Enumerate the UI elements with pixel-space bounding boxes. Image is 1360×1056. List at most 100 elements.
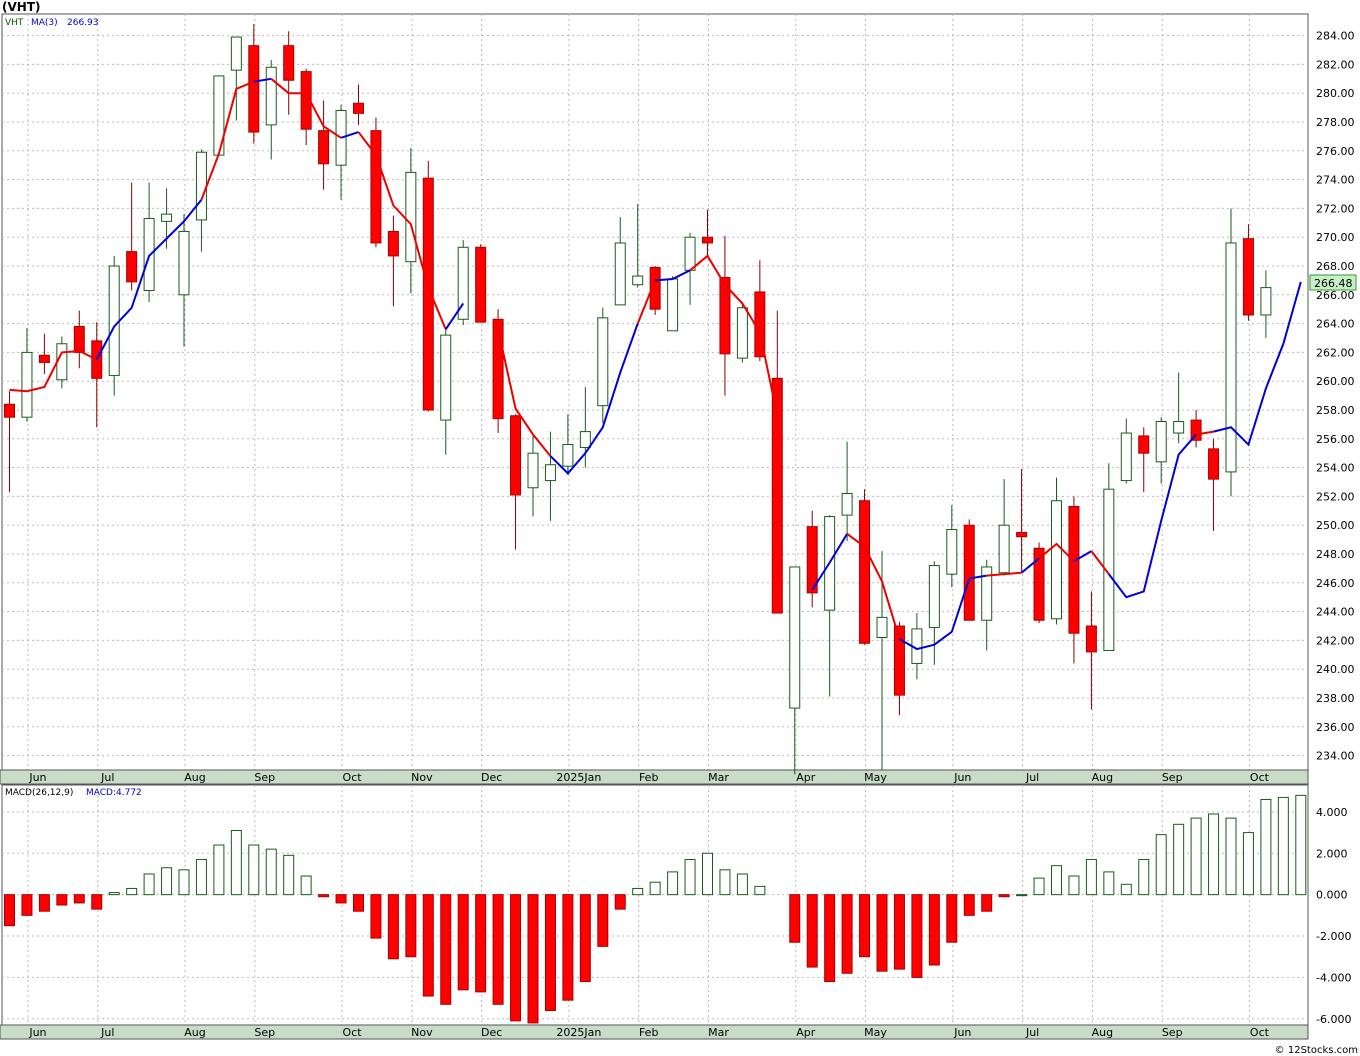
- macd-bar: [126, 887, 138, 896]
- macd-x-tick-label: Aug: [1092, 1026, 1113, 1039]
- macd-legend-label: MACD(26,12,9): [5, 788, 73, 798]
- candle-body: [876, 616, 888, 639]
- macd-x-tick-label: Dec: [481, 1026, 502, 1039]
- candle-body: [1068, 505, 1080, 634]
- macd-y-tick-label: 2.000: [1316, 847, 1348, 860]
- candle-body: [108, 265, 120, 376]
- candle-body: [597, 317, 609, 407]
- price-y-tick-label: 284.00: [1316, 30, 1355, 43]
- macd-x-tick-label: Jul: [100, 1026, 114, 1039]
- ma3-line-segment: [1020, 557, 1040, 574]
- candle-body: [4, 403, 15, 418]
- x-tick-label: Nov: [411, 771, 433, 784]
- ma3-line-segment: [689, 254, 779, 416]
- x-tick-label: May: [864, 771, 887, 784]
- candle-body: [771, 377, 783, 614]
- ma3-line-segment: [549, 323, 639, 475]
- x-tick-label: Sep: [254, 771, 275, 784]
- macd-bar: [562, 894, 574, 1001]
- ma3-line-segment: [270, 78, 342, 139]
- macd-legend-value: MACD:4.772: [86, 788, 142, 798]
- macd-bar: [143, 873, 155, 896]
- ma3-line-segment: [1073, 550, 1092, 563]
- price-y-tick-label: 242.00: [1316, 634, 1355, 647]
- candle-body: [667, 278, 679, 332]
- macd-bar: [283, 854, 295, 896]
- macd-bar: [422, 894, 434, 997]
- macd-bar: [73, 894, 85, 904]
- candle-body: [353, 102, 364, 114]
- price-y-tick-label: 270.00: [1316, 231, 1355, 244]
- candle-body: [1242, 238, 1254, 316]
- macd-bar: [1103, 871, 1115, 896]
- candle-body: [579, 431, 591, 448]
- price-grid: [1, 13, 1309, 771]
- x-tick-label: Jun: [28, 771, 46, 784]
- macd-bar: [614, 894, 626, 910]
- macd-bar: [21, 894, 33, 916]
- macd-bar: [632, 887, 644, 896]
- macd-bar: [230, 830, 242, 896]
- price-y-tick-label: 254.00: [1316, 462, 1355, 475]
- candle-body: [370, 130, 382, 244]
- macd-bar: [684, 858, 696, 896]
- x-tick-label: Aug: [1092, 771, 1113, 784]
- x-tick-label: Aug: [184, 771, 205, 784]
- candle-body: [318, 130, 330, 165]
- macd-bar: [1208, 813, 1220, 896]
- price-y-tick-label: 246.00: [1316, 577, 1355, 590]
- ma3-line-segment: [497, 329, 552, 457]
- candle-body: [1225, 242, 1237, 473]
- macd-bar: [370, 894, 382, 939]
- candle-body: [405, 171, 417, 263]
- ma3-line-segment: [444, 302, 465, 330]
- macd-bar: [1277, 796, 1289, 896]
- price-y-tick-label: 244.00: [1316, 606, 1355, 619]
- macd-x-tick-label: Mar: [708, 1026, 729, 1039]
- candle-body: [73, 325, 85, 353]
- x-tick-label: 2025Jan: [556, 771, 601, 784]
- macd-bar: [859, 894, 871, 958]
- candle-body: [56, 343, 68, 381]
- ma3-line-segment: [1213, 281, 1302, 447]
- candle-body: [1016, 531, 1028, 538]
- price-y-tick-label: 252.00: [1316, 490, 1355, 503]
- candle-body: [161, 213, 173, 222]
- macd-bar: [667, 871, 679, 896]
- ma3-line-segment: [200, 80, 255, 201]
- ma3-line-segment: [1195, 430, 1214, 436]
- candle-body: [248, 45, 260, 133]
- macd-bar: [876, 894, 888, 972]
- macd-x-tick-label: Jun: [28, 1026, 46, 1039]
- x-tick-label: Mar: [708, 771, 729, 784]
- macd-bar: [527, 894, 539, 1024]
- candle-body: [422, 177, 434, 411]
- last-price-tag: 266.48: [1309, 274, 1357, 291]
- macd-bar: [440, 894, 452, 1005]
- price-legend-ma-value: 266.93: [67, 18, 99, 28]
- macd-bar: [998, 894, 1010, 898]
- x-tick-label: Feb: [639, 771, 658, 784]
- moving-average-layer: [9, 77, 1302, 651]
- macd-bar: [544, 894, 556, 1012]
- price-y-tick-label: 262.00: [1316, 346, 1355, 359]
- macd-bar: [754, 885, 766, 896]
- candle-body: [893, 625, 905, 696]
- candle-body: [684, 236, 696, 271]
- macd-x-tick-label: May: [864, 1026, 887, 1039]
- candle-body: [1208, 448, 1220, 480]
- candle-body: [963, 524, 975, 621]
- price-y-tick-label: 264.00: [1316, 318, 1355, 331]
- x-tick-label: Oct: [1250, 771, 1270, 784]
- candle-body: [283, 45, 295, 81]
- price-legend-symbol: VHT: [5, 18, 24, 28]
- price-panel-frame: [1, 13, 1309, 771]
- macd-bar: [457, 894, 469, 991]
- macd-x-tick-label: Apr: [796, 1026, 816, 1039]
- candle-body: [649, 266, 661, 310]
- macd-bar: [56, 894, 68, 906]
- candle-body: [981, 566, 993, 621]
- ma3-line-segment: [357, 131, 447, 330]
- ma3-line-segment: [655, 269, 691, 282]
- ma3-line-segment: [898, 574, 987, 651]
